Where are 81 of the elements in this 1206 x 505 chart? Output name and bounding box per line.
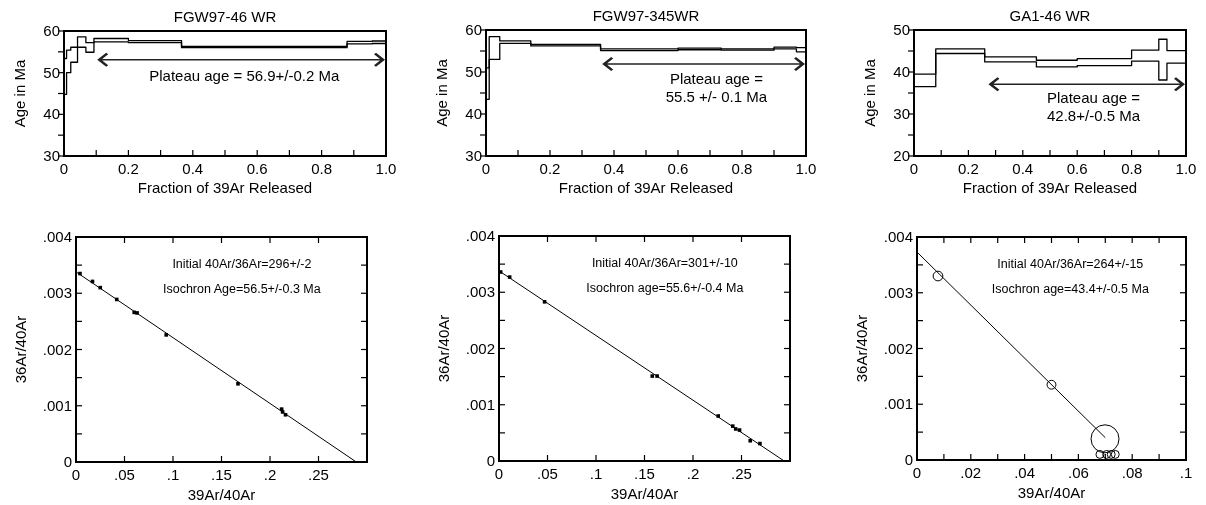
x-tick-label: .05 — [537, 465, 558, 482]
x-tick-label: 1.0 — [795, 160, 817, 177]
x-tick-label: 0.2 — [539, 160, 561, 177]
x-axis-title: 39Ar/40Ar — [187, 486, 256, 503]
y-tick-label: 0 — [63, 453, 72, 470]
x-tick-label: .25 — [731, 465, 752, 482]
y-tick-label: .002 — [883, 339, 913, 357]
annotation: Plateau age = 55.5 +/- 0.1 Ma — [665, 70, 768, 106]
x-tick-label: .05 — [114, 466, 135, 483]
chart-title: FGW97-46 WR — [173, 8, 277, 25]
annotation: Isochron age=43.4+/-0.5 Ma — [991, 282, 1149, 296]
y-axis-title: 36Ar/40Ar — [853, 314, 870, 383]
y-tick-label: 30 — [465, 147, 482, 164]
y-tick-label: 50 — [43, 63, 60, 81]
y-tick-label: 40 — [43, 105, 60, 123]
x-tick-label: .06 — [1067, 464, 1089, 481]
y-tick-label: .002 — [465, 339, 495, 357]
y-tick-label: 0 — [486, 452, 495, 469]
y-tick-label: .004 — [42, 228, 72, 245]
x-tick-label: .02 — [960, 464, 982, 481]
y-tick-label: .004 — [883, 228, 913, 245]
x-tick-label: 0.2 — [957, 160, 979, 177]
x-tick-label: 1.0 — [375, 160, 397, 177]
chart-title: GA1-46 WR — [1009, 7, 1091, 24]
y-tick-label: 40 — [465, 105, 482, 122]
y-axis-title: 36Ar/40Ar — [435, 314, 452, 383]
x-tick-label: .2 — [686, 465, 700, 482]
x-axis-title: Fraction of 39Ar Released — [962, 179, 1138, 196]
x-tick-label: 0.6 — [1066, 160, 1088, 177]
x-axis-title: 39Ar/40Ar — [610, 485, 679, 502]
x-tick-label: .2 — [263, 466, 277, 483]
y-tick-label: .004 — [465, 227, 495, 244]
x-tick-label: .15 — [634, 465, 655, 482]
y-axis-title: Age in Ma — [861, 58, 878, 127]
y-tick-label: 40 — [893, 63, 910, 80]
y-tick-label: .003 — [883, 283, 913, 301]
x-tick-label: 0.4 — [182, 160, 204, 177]
x-tick-label: 0.8 — [1121, 160, 1143, 177]
x-tick-label: 0.4 — [1012, 160, 1034, 177]
y-axis-title: Age in Ma — [433, 58, 450, 127]
x-axis-title: Fraction of 39Ar Released — [137, 179, 313, 196]
y-tick-label: .003 — [42, 284, 72, 302]
y-tick-label: 0 — [904, 451, 913, 468]
y-tick-label: .001 — [883, 395, 913, 413]
y-tick-label: 30 — [893, 105, 910, 122]
x-axis-title: Fraction of 39Ar Released — [558, 179, 734, 196]
annotation: Isochron Age=56.5+/-0.3 Ma — [162, 282, 321, 296]
x-tick-label: .1 — [166, 466, 180, 483]
chart-title: FGW97-345WR — [592, 7, 700, 24]
x-tick-label: .25 — [308, 466, 329, 483]
y-tick-label: 60 — [43, 22, 60, 39]
annotation: Plateau age = 56.9+/-0.2 Ma — [149, 67, 341, 85]
annotation: Plateau age = 42.8+/-0.5 Ma — [1047, 89, 1141, 125]
x-tick-label: 0.8 — [311, 160, 333, 177]
y-tick-label: .001 — [42, 396, 72, 414]
y-tick-label: 50 — [893, 21, 910, 38]
annotation: Initial 40Ar/36Ar=301+/-10 — [591, 256, 738, 270]
x-tick-label: 0.6 — [667, 160, 689, 177]
y-tick-label: 60 — [465, 21, 482, 38]
x-tick-label: .1 — [589, 465, 603, 482]
y-tick-label: 30 — [43, 147, 60, 164]
y-axis-title: Age in Ma — [11, 59, 28, 128]
x-tick-label: 0.4 — [603, 160, 625, 177]
x-tick-label: .04 — [1014, 464, 1036, 481]
annotation: Initial 40Ar/36Ar=296+/-2 — [172, 257, 312, 271]
y-axis-title: 36Ar/40Ar — [12, 315, 29, 384]
x-tick-label: 0.6 — [246, 160, 268, 177]
x-tick-label: 0.2 — [117, 160, 139, 177]
x-tick-label: 1.0 — [1175, 160, 1197, 177]
x-tick-label: .15 — [211, 466, 232, 483]
annotation: Initial 40Ar/36Ar=264+/-15 — [997, 257, 1144, 271]
x-axis-title: 39Ar/40Ar — [1017, 484, 1086, 501]
y-tick-label: 50 — [465, 63, 482, 80]
y-tick-label: .003 — [465, 283, 495, 301]
x-tick-label: 0.8 — [731, 160, 753, 177]
annotation: Isochron age=55.6+/-0.4 Ma — [586, 281, 744, 295]
y-tick-label: 20 — [893, 147, 910, 164]
y-tick-label: .002 — [42, 340, 72, 358]
y-tick-label: .001 — [465, 395, 495, 413]
x-tick-label: .08 — [1121, 464, 1143, 481]
x-tick-label: .1 — [1179, 464, 1193, 481]
